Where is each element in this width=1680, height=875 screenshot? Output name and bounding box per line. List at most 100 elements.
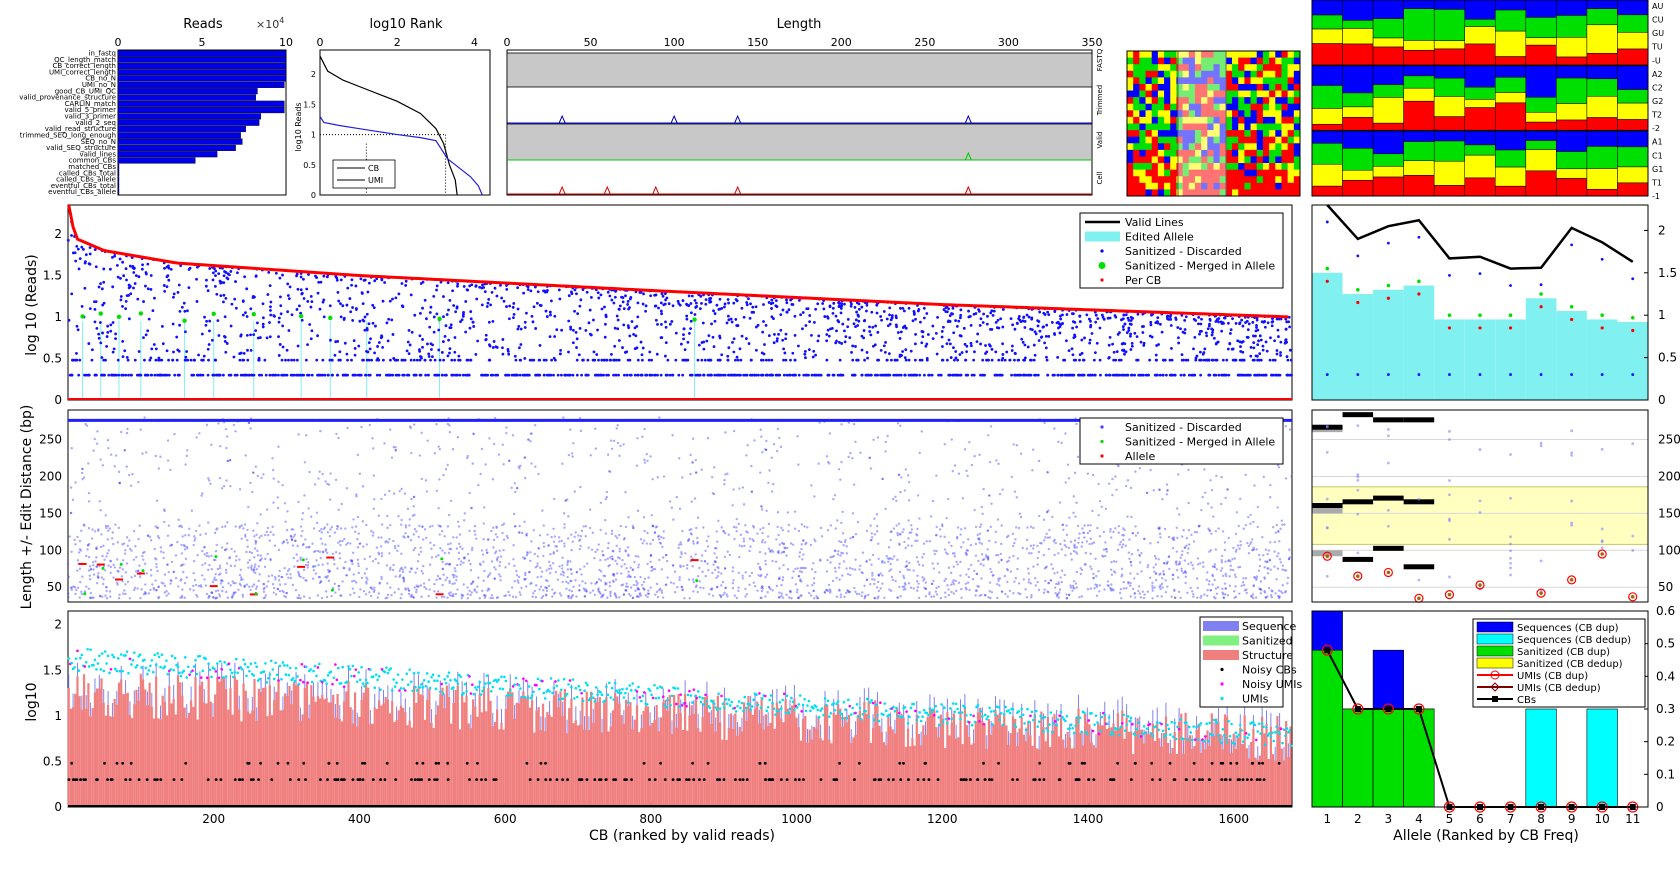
sanitized-discarded-dot bbox=[75, 324, 79, 328]
length-discarded-dot bbox=[328, 534, 332, 538]
length-discarded-dot bbox=[1195, 577, 1199, 580]
sanitized-discarded-dot bbox=[774, 373, 778, 377]
sanitized-discarded-dot bbox=[322, 274, 326, 278]
sanitized-discarded-dot bbox=[66, 238, 70, 242]
basecomp-cell bbox=[1244, 77, 1251, 85]
sanitized-discarded-dot bbox=[681, 373, 685, 377]
sanitized-discarded-dot bbox=[279, 304, 283, 308]
sanitized-discarded-dot bbox=[421, 280, 425, 284]
allelecomp-cell bbox=[1311, 130, 1343, 144]
sanitized-discarded-dot bbox=[484, 333, 488, 337]
basecomp-cell bbox=[1250, 169, 1258, 177]
sanitized-discarded-dot bbox=[1061, 313, 1064, 317]
basecomp-cell bbox=[1232, 116, 1239, 124]
sanitized-discarded-dot bbox=[682, 327, 686, 331]
sanitized-discarded-dot bbox=[249, 348, 253, 352]
sanitized-discarded-dot bbox=[1107, 343, 1111, 347]
length-discarded-dot bbox=[352, 573, 355, 576]
sanitized-discarded-dot bbox=[366, 350, 370, 354]
length-discarded-dot bbox=[707, 535, 710, 538]
basecomp-cell bbox=[1281, 97, 1288, 105]
sanitized-discarded-dot bbox=[592, 350, 596, 354]
length-discarded-dot bbox=[244, 535, 247, 538]
sanitized-discarded-dot bbox=[70, 373, 74, 377]
sanitized-discarded-dot bbox=[985, 322, 989, 326]
sanitized-discarded-dot bbox=[410, 330, 414, 334]
length-discarded-dot bbox=[750, 490, 754, 493]
sanitized-discarded-dot bbox=[229, 324, 233, 328]
sanitized-discarded-dot bbox=[1212, 373, 1216, 377]
sanitized-discarded-dot bbox=[144, 333, 148, 337]
length-discarded-dot bbox=[551, 595, 554, 598]
basecomp-cell bbox=[1145, 143, 1153, 151]
basecomp-cell bbox=[1232, 136, 1239, 144]
sanitized-discarded-dot bbox=[1200, 317, 1203, 321]
length-discarded-dot bbox=[345, 487, 349, 490]
sanitized-discarded-dot bbox=[295, 308, 299, 311]
basecomp-cell bbox=[1176, 103, 1183, 111]
sanitized-discarded-dot bbox=[628, 373, 632, 377]
sanitized-discarded-dot bbox=[702, 347, 706, 351]
allelecomp-cell bbox=[1311, 185, 1343, 197]
sanitized-discarded-dot bbox=[196, 373, 200, 377]
length-discarded-dot bbox=[524, 571, 527, 575]
basecomp-cell bbox=[1201, 103, 1208, 111]
length-discarded-dot bbox=[1258, 558, 1262, 561]
sanitized-discarded-dot bbox=[241, 300, 245, 303]
sanitized-discarded-dot bbox=[709, 300, 713, 304]
sanitized-discarded-dot bbox=[694, 301, 698, 305]
sanitized-discarded-dot bbox=[904, 358, 908, 362]
length-discarded-dot bbox=[1097, 514, 1100, 517]
basecomp-cell bbox=[1127, 156, 1134, 164]
length-discarded-dot bbox=[571, 540, 575, 543]
basecomp-cell bbox=[1225, 149, 1233, 157]
basecomp-cell bbox=[1275, 77, 1282, 85]
sanitized-discarded-dot bbox=[233, 297, 237, 301]
basecomp-cell bbox=[1225, 64, 1233, 72]
sanitized-discarded-dot bbox=[354, 308, 358, 311]
allelecomp-cell bbox=[1342, 117, 1374, 131]
reads-bar bbox=[117, 69, 287, 76]
length-discarded-dot bbox=[979, 562, 983, 566]
length-discarded-dot bbox=[456, 520, 460, 523]
sanitized-discarded-dot bbox=[382, 358, 385, 362]
sanitized-discarded-dot bbox=[149, 356, 153, 360]
length-discarded-dot bbox=[413, 546, 417, 550]
basecomp-cell bbox=[1207, 123, 1214, 131]
sanitized-discarded-dot bbox=[575, 373, 579, 377]
sanitized-discarded-dot bbox=[712, 345, 716, 349]
basecomp-cell bbox=[1207, 116, 1214, 124]
sanitized-discarded-dot bbox=[947, 338, 951, 342]
length-discarded-dot bbox=[1106, 580, 1110, 583]
length-discarded-dot bbox=[100, 576, 104, 579]
sanitized-discarded-dot bbox=[1202, 358, 1206, 362]
rank-tick-label: 0 bbox=[317, 36, 324, 49]
sanitized-discarded-dot bbox=[74, 259, 78, 263]
sanitized-discarded-dot bbox=[727, 373, 730, 377]
basecomp-cell bbox=[1287, 77, 1295, 85]
basecomp-cell bbox=[1225, 143, 1233, 151]
sanitized-discarded-dot bbox=[1058, 314, 1062, 318]
sanitized-discarded-dot bbox=[188, 266, 192, 270]
sanitized-discarded-dot bbox=[1063, 373, 1067, 377]
basecomp-cell bbox=[1213, 149, 1220, 157]
length-discarded-dot bbox=[515, 574, 519, 577]
length-discarded-dot bbox=[358, 542, 361, 546]
basecomp-cell bbox=[1262, 97, 1270, 105]
basecomp-cell bbox=[1293, 182, 1301, 190]
sanitized-discarded-dot bbox=[874, 324, 878, 328]
length-discarded-dot bbox=[313, 483, 317, 486]
basecomp-cell bbox=[1176, 90, 1183, 98]
length-discarded-dot bbox=[1140, 551, 1143, 555]
sanitized-discarded-dot bbox=[873, 343, 877, 347]
length-discarded-dot bbox=[593, 593, 597, 596]
length-discarded-dot bbox=[132, 558, 136, 561]
reads-bar bbox=[117, 144, 236, 151]
length-discarded-dot bbox=[508, 459, 511, 463]
length-tick-label: 250 bbox=[914, 36, 935, 49]
length-discarded-dot bbox=[764, 575, 767, 579]
sanitized-discarded-dot bbox=[309, 337, 313, 341]
length-peak bbox=[652, 185, 660, 195]
sanitized-discarded-dot bbox=[610, 352, 613, 356]
allelecomp-cell bbox=[1464, 43, 1496, 66]
